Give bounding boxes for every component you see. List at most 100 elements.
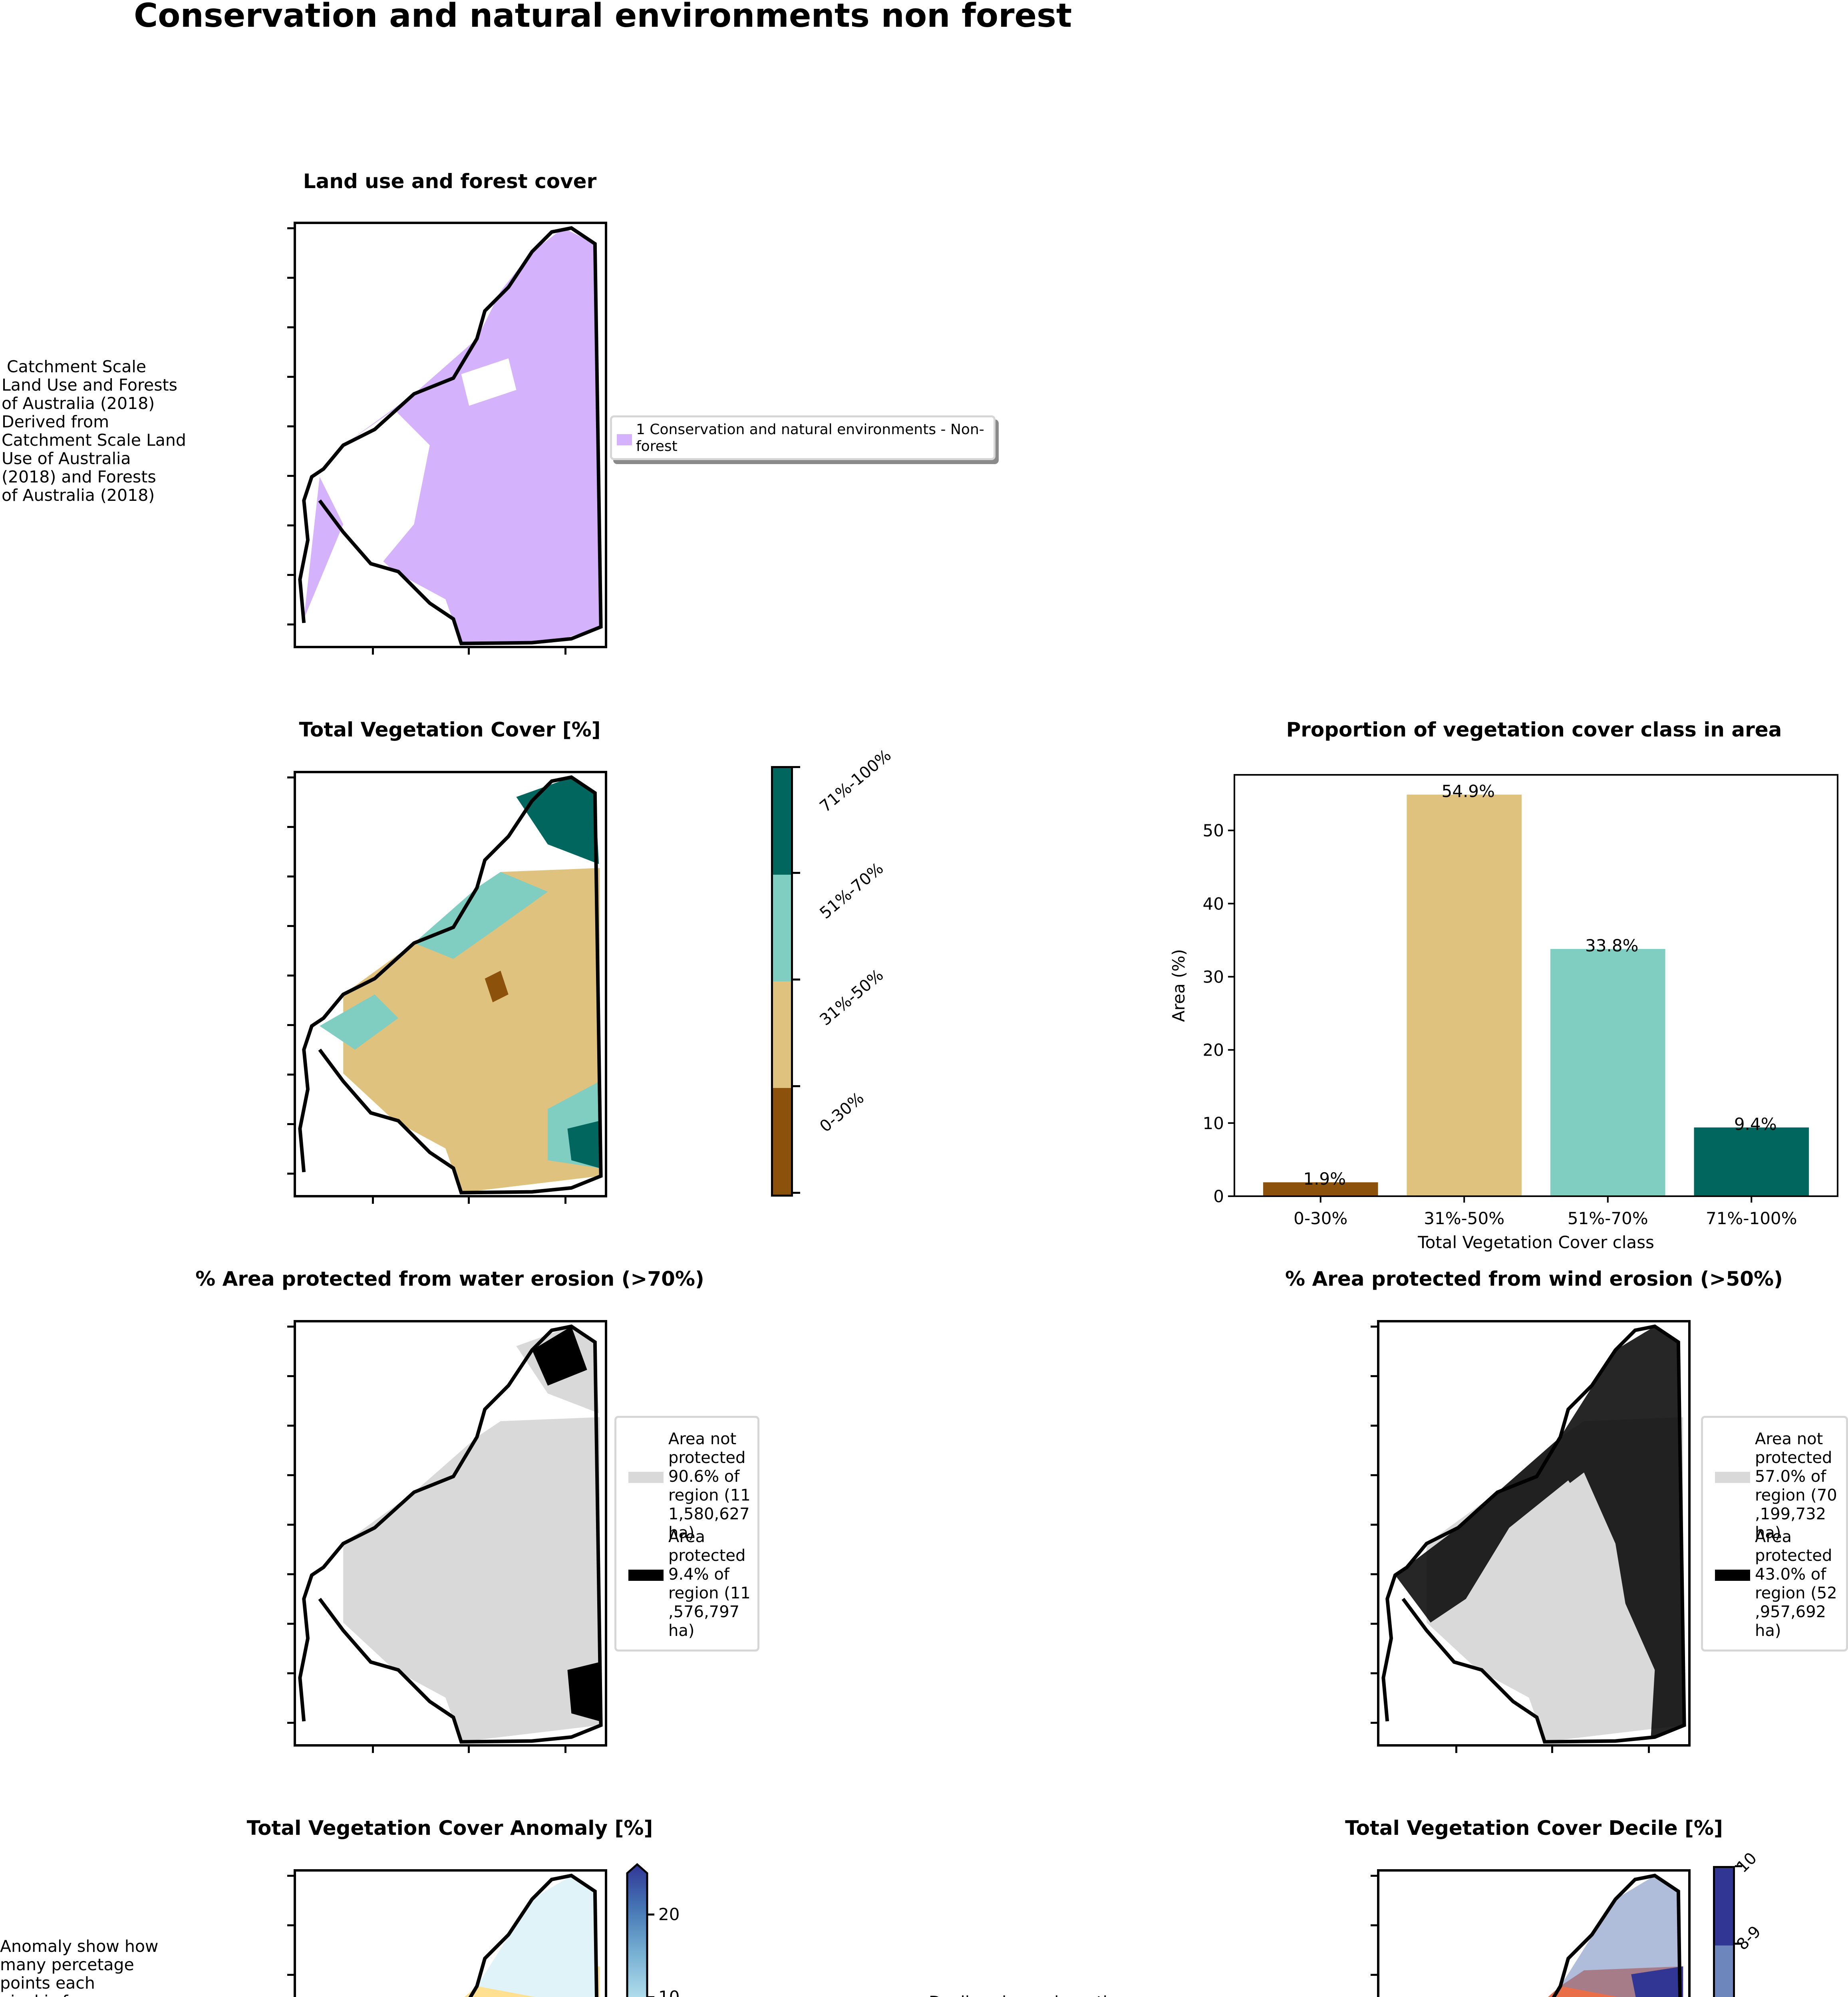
decile-colorbar-segment bbox=[1715, 1945, 1733, 1997]
land-use-gaps bbox=[320, 358, 517, 572]
y-tick bbox=[287, 1074, 294, 1076]
decile-note: Deciles show where the pixel value lies … bbox=[929, 1993, 1135, 1997]
y-tick bbox=[287, 1024, 294, 1026]
x-tick bbox=[372, 1747, 374, 1753]
y-tick bbox=[287, 1875, 294, 1877]
y-tick bbox=[287, 326, 294, 328]
x-tick bbox=[372, 648, 374, 655]
y-tick bbox=[287, 376, 294, 378]
legend-label-not-protected: Area not protected 90.6% of region (11 1… bbox=[668, 1430, 751, 1542]
y-tick bbox=[287, 574, 294, 576]
protected-region bbox=[532, 1326, 600, 1721]
x-tick bbox=[564, 1747, 566, 1753]
anomaly-colorbar: 20100−10−20 bbox=[626, 1863, 680, 1997]
legend-label-protected: Area protected 9.4% of region (11 ,576,7… bbox=[668, 1528, 751, 1640]
decile-map bbox=[1371, 1869, 1691, 1997]
y-tick bbox=[287, 623, 294, 625]
wind-erosion-legend: Area not protected 57.0% of region (70 ,… bbox=[1701, 1416, 1848, 1652]
decile-region-midblue bbox=[1560, 1875, 1682, 1997]
decile-colorbar-label: 8-9 bbox=[1733, 1922, 1765, 1954]
y-tick bbox=[287, 1722, 294, 1724]
tvc-colorbar-label: 51%-70% bbox=[816, 859, 887, 923]
y-axis-label: Area (%) bbox=[1169, 949, 1188, 1022]
x-tick bbox=[468, 1747, 470, 1753]
anomaly-colorbar-label: 20 bbox=[658, 1905, 680, 1924]
coastline bbox=[298, 226, 603, 645]
y-tick bbox=[287, 875, 294, 877]
y-tick bbox=[287, 1924, 294, 1926]
x-tick bbox=[1455, 1747, 1457, 1753]
not-protected-region bbox=[343, 1326, 600, 1742]
decile-title: Total Vegetation Cover Decile [%] bbox=[1345, 1816, 1723, 1840]
legend-swatch-protected bbox=[1715, 1570, 1750, 1581]
x-tick bbox=[1648, 1747, 1650, 1753]
land-use-map-graphic bbox=[298, 226, 603, 645]
y-tick bbox=[1371, 1924, 1377, 1926]
y-tick bbox=[1371, 1875, 1377, 1877]
anomaly-region-lightblue bbox=[477, 1875, 599, 1997]
decile-colorbar-tick bbox=[1735, 1865, 1742, 1867]
tvc-colorbar-tick bbox=[793, 1085, 800, 1087]
tvc-colorbar-segment bbox=[773, 875, 791, 981]
x-tick bbox=[468, 648, 470, 655]
legend-swatch-not-protected bbox=[628, 1472, 664, 1483]
x-axis-label: Total Vegetation Cover class bbox=[1417, 1233, 1654, 1252]
legend-label-protected: Area protected 43.0% of region (52 ,957,… bbox=[1755, 1528, 1837, 1640]
y-tick bbox=[287, 1375, 294, 1377]
coastline bbox=[1381, 1324, 1686, 1744]
anomaly-colorbar-bar bbox=[626, 1863, 648, 1997]
y-tick bbox=[287, 475, 294, 477]
bar-1 bbox=[1407, 794, 1522, 1196]
not-protected-patches bbox=[1536, 1472, 1631, 1678]
y-tick bbox=[287, 1524, 294, 1526]
bar-0 bbox=[1263, 1182, 1378, 1196]
y-tick bbox=[287, 1173, 294, 1175]
land-use-note: Catchment Scale Land Use and Forests of … bbox=[2, 357, 186, 505]
protected-region bbox=[1395, 1326, 1683, 1737]
y-tick bbox=[1371, 1375, 1377, 1377]
y-tick bbox=[287, 1573, 294, 1575]
water-erosion-title: % Area protected from water erosion (>70… bbox=[195, 1267, 704, 1290]
bar-3 bbox=[1694, 1127, 1809, 1196]
tvc-colorbar-tick bbox=[793, 979, 800, 981]
land-use-legend: 1 Conservation and natural environments … bbox=[610, 415, 996, 460]
tvc-title: Total Vegetation Cover [%] bbox=[299, 718, 601, 741]
tvc-colorbar-tick bbox=[793, 766, 800, 768]
y-tick bbox=[1371, 1672, 1377, 1674]
anomaly-map-graphic bbox=[464, 1874, 600, 1997]
anomaly-note: Anomaly show how many percetage points e… bbox=[0, 1937, 159, 1997]
tvc-colorbar-label: 31%-50% bbox=[816, 965, 887, 1029]
land-use-title: Land use and forest cover bbox=[303, 170, 597, 193]
legend-swatch-conservation bbox=[617, 434, 632, 445]
y-tick bbox=[287, 1974, 294, 1976]
tvc-map bbox=[287, 771, 607, 1204]
y-tick bbox=[287, 1623, 294, 1625]
y-tick bbox=[287, 1672, 294, 1674]
x-tick bbox=[564, 1197, 566, 1204]
legend-label-conservation: 1 Conservation and natural environments … bbox=[636, 421, 984, 455]
y-tick bbox=[1371, 1573, 1377, 1575]
anomaly-map bbox=[287, 1869, 607, 1997]
decile-colorbar-labels: 12-34-78-910 bbox=[1733, 1849, 1815, 1997]
tvc-colorbar-labels: 0-30% 31%-50% 51%-70% 71%-100% bbox=[793, 746, 897, 1197]
tvc-colorbar-label: 0-30% bbox=[816, 1088, 868, 1136]
land-use-map bbox=[287, 222, 607, 655]
y-tick bbox=[287, 1474, 294, 1476]
decile-colorbar-label: 10 bbox=[1733, 1849, 1761, 1876]
x-tick bbox=[372, 1197, 374, 1204]
bar-2 bbox=[1550, 949, 1665, 1196]
tvc-region-brown bbox=[485, 971, 509, 1002]
tvc-colorbar-segment bbox=[773, 1088, 791, 1195]
x-tick-label: 0-30% bbox=[1294, 1209, 1347, 1228]
bar-data-label: 33.8% bbox=[1585, 936, 1638, 955]
y-tick bbox=[287, 277, 294, 279]
y-tick bbox=[287, 1326, 294, 1328]
y-tick-label: 40 bbox=[1203, 894, 1224, 913]
decile-colorbar bbox=[1713, 1866, 1735, 1997]
bar-data-label: 54.9% bbox=[1442, 781, 1495, 801]
tvc-region-darkteal bbox=[516, 777, 600, 1168]
coastline bbox=[1552, 1874, 1682, 1997]
y-tick bbox=[287, 975, 294, 977]
y-tick bbox=[1371, 1623, 1377, 1625]
legend-label-not-protected: Area not protected 57.0% of region (70 ,… bbox=[1755, 1430, 1837, 1542]
